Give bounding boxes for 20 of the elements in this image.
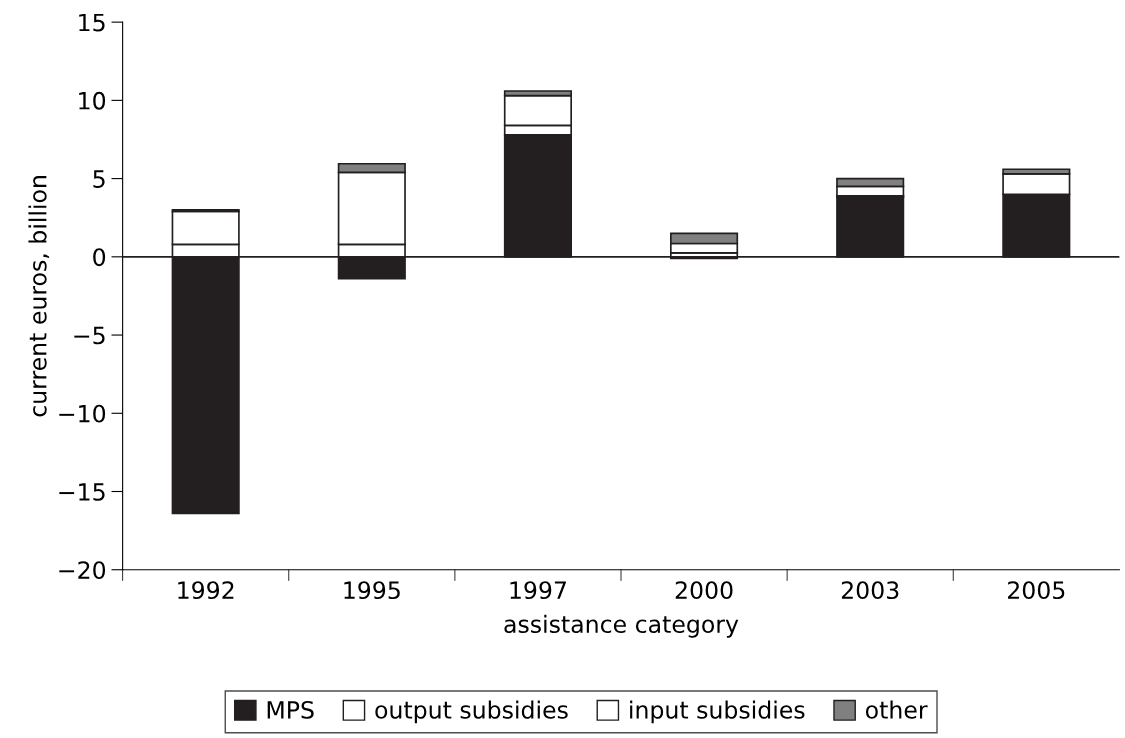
- y-tick-label: −10: [59, 404, 106, 423]
- y-axis-title: current euros, billion: [28, 176, 50, 417]
- x-tick-label: 2005: [1008, 581, 1065, 600]
- x-tick-label: 1997: [510, 581, 566, 600]
- y-tick-label: 0: [93, 248, 106, 267]
- legend-label: output subsidies: [375, 700, 568, 724]
- y-tick-label: 10: [79, 91, 106, 110]
- y-tick-label: −20: [59, 561, 106, 580]
- y-tick-label: 5: [93, 170, 105, 188]
- x-tick-label: 2003: [841, 581, 899, 600]
- legend-label: other: [865, 700, 928, 719]
- legend-label: MPS: [267, 700, 314, 719]
- x-tick-label: 2000: [675, 581, 733, 600]
- legend-label: input subsidies: [630, 700, 805, 724]
- y-tick-label: 15: [79, 13, 105, 32]
- x-axis-title: assistance category: [504, 614, 739, 638]
- x-tick-label: 1995: [344, 581, 400, 600]
- x-tick-label: 1992: [178, 581, 234, 600]
- y-tick-label: −5: [74, 326, 105, 345]
- y-tick-label: −15: [59, 483, 105, 501]
